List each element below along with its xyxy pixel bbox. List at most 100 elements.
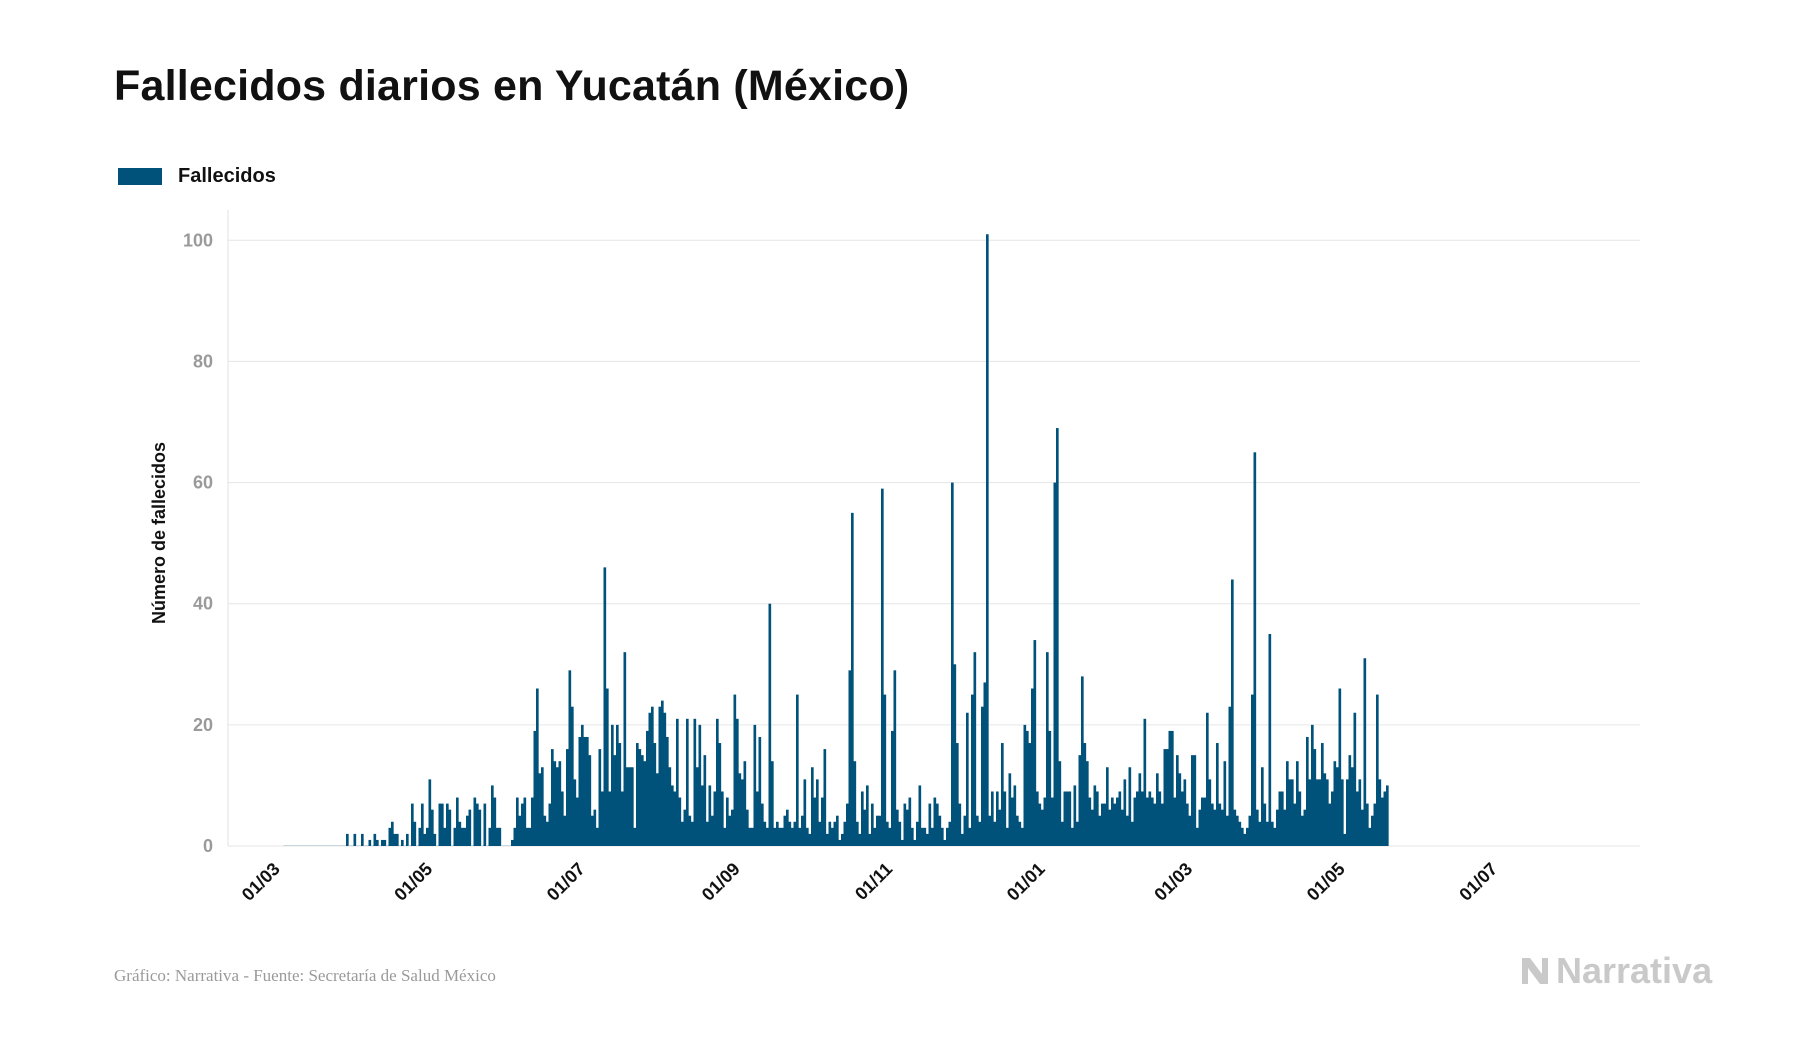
y-tick-label: 60 <box>193 473 213 493</box>
bar <box>1123 779 1127 846</box>
bar <box>881 488 884 846</box>
bar <box>1101 803 1104 846</box>
bar <box>1181 791 1184 846</box>
bar <box>903 803 907 846</box>
x-tick-label: 01/01 <box>1003 859 1049 905</box>
bar <box>1363 658 1367 846</box>
bar <box>1111 797 1114 846</box>
bar <box>536 688 539 846</box>
bar <box>571 706 574 846</box>
bar <box>616 724 619 846</box>
bar <box>1228 706 1232 846</box>
bar <box>573 779 577 846</box>
bar <box>866 785 869 846</box>
bar <box>1071 827 1074 846</box>
bar <box>1166 749 1169 846</box>
bar <box>311 845 314 846</box>
bar <box>751 827 754 846</box>
bar <box>1271 821 1274 846</box>
bar <box>986 234 989 847</box>
bar <box>1308 779 1312 846</box>
bar <box>308 845 312 846</box>
bar <box>341 845 344 846</box>
bar <box>718 743 722 846</box>
bar <box>691 821 694 846</box>
bar <box>541 767 544 846</box>
bar <box>1243 833 1247 846</box>
bar <box>908 797 912 846</box>
bar <box>1291 779 1294 846</box>
bar <box>1081 676 1084 846</box>
bar <box>648 712 652 846</box>
bar <box>313 845 317 846</box>
bar <box>673 791 677 846</box>
bar <box>961 833 964 846</box>
bar <box>448 809 452 846</box>
bar <box>923 827 927 846</box>
bar <box>1171 730 1174 846</box>
bar <box>1296 761 1299 846</box>
bar <box>863 809 867 846</box>
y-tick-label: 20 <box>193 715 213 735</box>
bar <box>486 845 489 846</box>
bar <box>803 779 807 846</box>
bar <box>1316 779 1319 846</box>
bar <box>1376 694 1379 846</box>
bar <box>633 827 637 846</box>
bar <box>1061 821 1064 846</box>
bar <box>556 767 559 846</box>
bar <box>1201 797 1204 846</box>
bar <box>926 833 929 846</box>
bar <box>1191 755 1194 846</box>
bar <box>631 767 634 846</box>
bar <box>791 827 794 846</box>
bar <box>906 809 909 846</box>
bar <box>333 845 337 846</box>
bar <box>1338 688 1342 846</box>
bar <box>453 827 457 846</box>
bar <box>1361 809 1364 846</box>
bar <box>941 827 944 846</box>
bar <box>706 821 709 846</box>
bar <box>351 845 354 846</box>
bar <box>1093 785 1097 846</box>
bar <box>493 797 497 846</box>
bar <box>596 827 599 846</box>
bar <box>963 815 967 846</box>
bar <box>1011 797 1014 846</box>
bar <box>1318 779 1322 846</box>
bar <box>1108 809 1112 846</box>
bar <box>303 845 307 846</box>
bar <box>651 706 654 846</box>
x-tick-label: 01/05 <box>390 859 436 905</box>
bar <box>626 767 629 846</box>
bar <box>951 482 954 846</box>
bar <box>713 791 717 846</box>
grid-layer <box>227 210 1640 847</box>
bar <box>506 845 509 846</box>
legend: Fallecidos <box>118 165 276 188</box>
bar <box>1223 761 1227 846</box>
bar <box>496 827 499 846</box>
bar <box>873 827 877 846</box>
bar <box>656 773 659 846</box>
bar <box>413 821 417 846</box>
bar <box>1173 797 1177 846</box>
bar <box>476 803 479 846</box>
bar <box>1351 767 1354 846</box>
bar <box>1188 815 1192 846</box>
y-tick-label: 100 <box>183 230 213 250</box>
bar <box>946 827 949 846</box>
bar <box>1198 809 1202 846</box>
bar <box>491 785 494 846</box>
bar <box>966 712 969 846</box>
bar <box>323 845 327 846</box>
bar <box>533 730 537 846</box>
bar <box>1133 797 1137 846</box>
bar <box>991 791 994 846</box>
bar <box>758 736 762 846</box>
bar <box>588 755 592 846</box>
bar <box>838 839 842 846</box>
bar <box>543 815 547 846</box>
bar <box>376 839 379 846</box>
